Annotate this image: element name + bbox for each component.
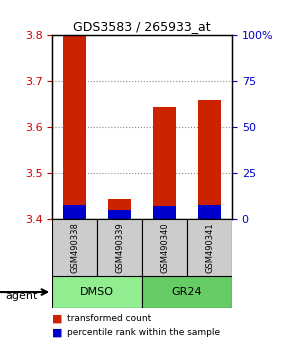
Bar xyxy=(108,210,131,219)
Text: GR24: GR24 xyxy=(172,287,202,297)
Bar xyxy=(108,199,131,219)
Text: percentile rank within the sample: percentile rank within the sample xyxy=(67,328,220,337)
Text: GSM490340: GSM490340 xyxy=(160,222,169,273)
Text: transformed count: transformed count xyxy=(67,314,151,323)
FancyBboxPatch shape xyxy=(142,276,232,308)
Text: GSM490341: GSM490341 xyxy=(205,222,214,273)
FancyBboxPatch shape xyxy=(52,276,142,308)
Bar xyxy=(64,205,86,219)
Bar xyxy=(153,107,176,219)
Bar xyxy=(153,206,176,219)
Bar xyxy=(198,100,221,219)
FancyBboxPatch shape xyxy=(187,219,232,276)
Text: agent: agent xyxy=(6,291,38,301)
Text: GSM490339: GSM490339 xyxy=(115,222,124,273)
Text: ■: ■ xyxy=(52,314,63,324)
Bar xyxy=(198,205,221,219)
Text: DMSO: DMSO xyxy=(80,287,114,297)
Text: GSM490338: GSM490338 xyxy=(70,222,79,273)
Bar xyxy=(64,35,86,219)
Text: ■: ■ xyxy=(52,328,63,338)
FancyBboxPatch shape xyxy=(52,219,97,276)
Title: GDS3583 / 265933_at: GDS3583 / 265933_at xyxy=(73,20,211,33)
FancyBboxPatch shape xyxy=(97,219,142,276)
FancyBboxPatch shape xyxy=(142,219,187,276)
